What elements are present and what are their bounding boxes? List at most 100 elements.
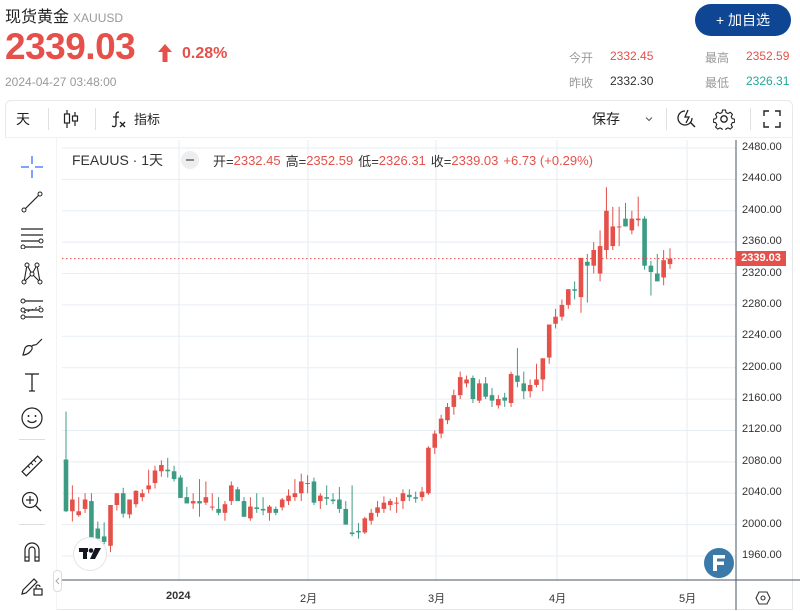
prev-close-label: 昨收 [569, 76, 594, 90]
pencil-lock-icon [21, 578, 43, 596]
open-value: 2332.45 [610, 49, 654, 63]
gear-icon [713, 108, 735, 130]
y-tick-label: 2440.00 [742, 172, 782, 185]
emoji-tool[interactable] [19, 405, 45, 431]
x-tick-label: 2024 [166, 590, 191, 602]
high-label: 最高 [705, 51, 730, 65]
instrument-name: 现货黄金 [5, 9, 70, 26]
brush-icon [22, 338, 43, 356]
save-menu-dropdown[interactable] [644, 114, 654, 124]
axis-settings-button[interactable] [755, 590, 771, 611]
low-value: 2326.31 [746, 74, 790, 88]
trend-line-tool[interactable] [19, 189, 45, 215]
minus-icon [186, 159, 195, 161]
instrument-symbol: XAUUSD [73, 11, 124, 25]
legend-symbol: FEAUUS · 1天 [72, 152, 164, 168]
legend-open: 2332.45 [233, 152, 281, 168]
chart-toolbar: 天 指标 保存 [5, 100, 793, 138]
prev-close-value: 2332.30 [610, 74, 654, 88]
x-tick-label: 3月 [428, 593, 446, 605]
crosshair-tool[interactable] [19, 154, 45, 180]
ruler-icon [21, 455, 43, 477]
letter-f-icon [713, 555, 725, 571]
instrument-title: 现货黄金 XAUUSD [5, 3, 123, 27]
parallel-lines-icon [20, 228, 44, 249]
brush-tool[interactable] [19, 333, 45, 359]
chart-type-button[interactable] [62, 109, 80, 129]
legend-high-key: 高= [285, 153, 307, 169]
hexagon-settings-icon [755, 591, 771, 605]
add-to-watchlist-button[interactable]: + 加自选 [695, 4, 791, 36]
smiley-icon [21, 407, 43, 429]
legend-close-key: 收= [430, 153, 452, 169]
y-tick-label: 2120.00 [742, 423, 782, 436]
y-tick-label: 2160.00 [742, 392, 782, 405]
zoom-in-icon [21, 491, 42, 512]
text-icon [25, 373, 39, 392]
legend-open-key: 开= [213, 153, 234, 169]
pattern-tool[interactable] [19, 260, 45, 286]
quick-search-icon [677, 109, 696, 127]
change-percent: 0.28% [182, 45, 228, 62]
collapse-toolbar-handle[interactable] [53, 570, 62, 592]
legend-low-key: 低= [358, 153, 379, 169]
high-value: 2352.59 [746, 49, 790, 63]
trend-line-icon [21, 191, 43, 213]
magnet-icon [24, 542, 40, 562]
tradingview-icon [79, 548, 101, 559]
last-price-tag: 2339.03 [736, 251, 786, 267]
fullscreen-button[interactable] [762, 109, 782, 129]
indicators-label: 指标 [134, 112, 161, 127]
save-button[interactable]: 保存 [592, 110, 620, 127]
y-tick-label: 2080.00 [742, 454, 782, 467]
x-tick-label: 5月 [679, 593, 697, 605]
quote-timestamp: 2024-04-27 03:48:00 [5, 75, 117, 89]
text-tool[interactable] [19, 369, 45, 395]
candlestick-icon [63, 109, 79, 128]
tool-divider [19, 524, 45, 525]
tradingview-logo[interactable] [73, 537, 107, 571]
legend-change: +6.73 (+0.29%) [503, 152, 594, 168]
x-tick-label: 2月 [300, 593, 318, 605]
toolbar-divider [95, 107, 96, 130]
interval-button[interactable]: 天 [16, 110, 30, 127]
y-tick-label: 1960.00 [742, 549, 782, 561]
tool-divider [19, 439, 45, 440]
y-tick-label: 2040.00 [742, 486, 782, 499]
indicators-button[interactable]: 指标 [109, 109, 160, 129]
toolbar-divider [750, 107, 751, 130]
up-arrow-icon [158, 44, 172, 62]
xabcd-pattern-icon [21, 262, 43, 285]
lock-drawings-tool[interactable] [19, 572, 45, 598]
function-fx-icon [111, 110, 126, 127]
zoom-in-tool[interactable] [19, 489, 45, 515]
y-tick-label: 2280.00 [742, 297, 782, 310]
magnet-tool[interactable] [19, 538, 45, 564]
low-label: 最低 [705, 76, 730, 90]
last-price: 2339.03 [5, 26, 136, 67]
y-tick-label: 2240.00 [742, 329, 782, 342]
y-tick-label: 2400.00 [742, 203, 782, 216]
fib-tool[interactable] [19, 296, 45, 322]
horizontal-lines-tool[interactable] [19, 224, 45, 250]
y-tick-label: 2200.00 [742, 360, 782, 373]
f-brand-badge[interactable] [704, 548, 734, 578]
y-tick-label: 2360.00 [742, 235, 782, 248]
hide-legend-button[interactable] [181, 151, 200, 169]
x-tick-label: 4月 [549, 593, 567, 605]
legend-low: 2326.31 [378, 152, 426, 168]
settings-button[interactable] [713, 108, 735, 130]
drawing-toolbar [5, 138, 62, 610]
measure-tool[interactable] [19, 453, 45, 479]
quick-search-button[interactable] [676, 108, 698, 130]
legend-close: 2339.03 [451, 152, 499, 168]
y-tick-label: 2480.00 [742, 141, 782, 153]
quote-header: 现货黄金 XAUUSD 2339.03 0.28% 2024-04-27 03:4… [0, 0, 800, 95]
chart-legend: FEAUUS · 1天 开= 2332.45 高= 2352.59 低= 2326.3… [72, 150, 598, 170]
toolbar-divider [666, 107, 667, 130]
y-tick-label: 2320.00 [742, 266, 782, 279]
chevron-down-icon [645, 116, 653, 121]
legend-high: 2352.59 [306, 152, 354, 168]
y-tick-label: 2000.00 [742, 517, 782, 530]
